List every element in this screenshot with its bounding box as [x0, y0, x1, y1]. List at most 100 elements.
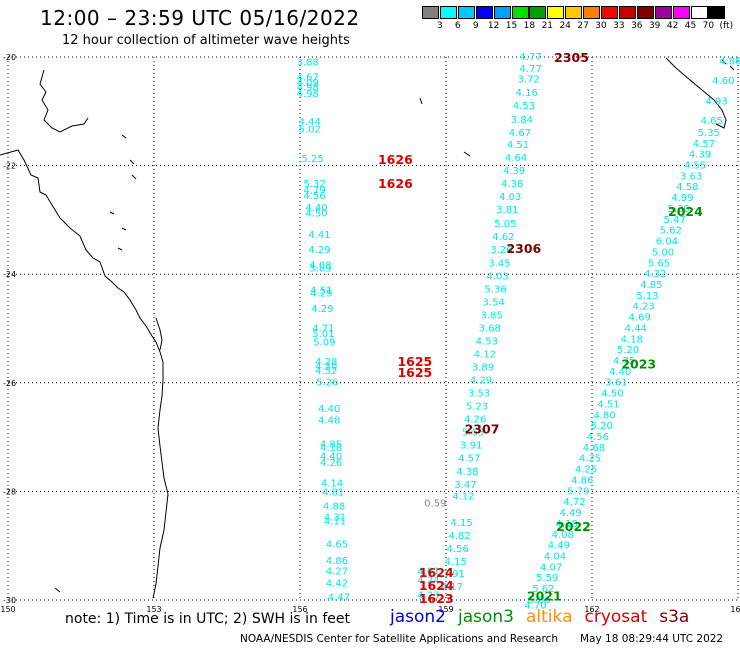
wave-height-value: 3.26 [490, 245, 512, 256]
latitude-tick-label: -22 [3, 162, 16, 171]
wave-height-value: 4.64 [505, 153, 527, 164]
wave-height-value: 4.38 [456, 467, 478, 478]
pass-id-label: 2307 [465, 421, 500, 436]
color-scale-label: 15 [505, 21, 518, 31]
wave-height-value: 3.89 [309, 264, 331, 275]
legend-cryosat: cryosat [584, 607, 648, 627]
wave-height-value: 4.40 [609, 367, 631, 378]
color-scale-swatch [529, 6, 547, 19]
australia-coastline [0, 149, 169, 599]
wave-height-value: 4.18 [320, 443, 342, 454]
wave-height-value: 4.31 [324, 512, 346, 523]
wave-height-value: 3.81 [496, 205, 518, 216]
color-scale-swatch [457, 6, 475, 19]
wave-height-value: 4.56 [587, 432, 609, 443]
wave-height-value: 4.08 [309, 260, 331, 271]
color-scale-swatch [690, 6, 708, 19]
map-title: 12:00 – 23:59 UTC 05/16/2022 [40, 6, 360, 30]
wave-height-value: 4.98 [297, 89, 319, 100]
wave-height-value: 5.59 [536, 573, 558, 584]
color-scale-label: 45 [684, 21, 697, 31]
coastline [0, 57, 735, 599]
wave-height-value: 4.65 [701, 116, 723, 127]
longitude-tick-label: 165 [730, 605, 740, 614]
wave-height-value: 5.00 [652, 247, 674, 258]
color-scale-swatch [618, 6, 636, 19]
legend-jason2: jason2 [390, 607, 446, 627]
wave-height-value: 4.28 [315, 357, 337, 368]
wave-height-value: 4.03 [486, 271, 508, 282]
wave-height-value: 5.62 [660, 226, 682, 237]
wave-height-value: 4.75 [613, 356, 635, 367]
pass-id-label: 1626 [378, 176, 413, 191]
reef-island-3 [131, 174, 137, 180]
wave-height-value: 3.84 [511, 115, 533, 126]
pass-id-label: 1624 [419, 565, 454, 580]
satellite-legend: jason2 jason3 altika cryosat s3a [390, 607, 701, 627]
wave-height-value: 4.86 [719, 56, 740, 67]
wave-height-value: 4.79 [303, 185, 325, 196]
reef-island-5 [121, 227, 127, 231]
color-scale-swatch [636, 6, 654, 19]
wave-height-value: 4.17 [441, 582, 463, 593]
wave-height-value: 4.56 [447, 544, 469, 555]
wave-height-value: 4.29 [470, 376, 492, 387]
pass-id-label: 1626 [378, 152, 413, 167]
wave-height-value: 4.09 [297, 78, 319, 89]
wave-height-value: 4.51 [597, 399, 619, 410]
wave-height-value: 5.13 [636, 291, 658, 302]
latitude-tick-label: -28 [3, 487, 16, 496]
wave-height-value: 4.57 [458, 454, 480, 465]
wave-height-value: 4.67 [509, 128, 531, 139]
wave-height-value: 4.38 [501, 179, 523, 190]
wave-height-value: 5.09 [313, 338, 335, 349]
latitude-tick-label: -26 [3, 379, 16, 388]
new-caledonia-coastline [665, 57, 727, 129]
color-scale-label: 9 [472, 21, 479, 31]
wave-height-value: 5.35 [698, 128, 720, 139]
wave-height-value: 3.53 [468, 389, 490, 400]
wave-height-value: 5.01 [312, 329, 334, 340]
color-scale-label: 27 [577, 21, 589, 31]
wave-height-value: 4.29 [308, 245, 330, 256]
map-subtitle: 12 hour collection of altimeter wave hei… [62, 33, 350, 48]
cape-york-coastline [39, 69, 89, 133]
wave-height-value: 4.49 [548, 541, 570, 552]
wave-height-value: 4.42 [326, 579, 348, 590]
wave-height-value: 5.53 [462, 428, 484, 439]
wave-height-value: 4.27 [326, 567, 348, 578]
wave-height-value: 4.72 [563, 497, 585, 508]
wave-height-value: 4.68 [583, 443, 605, 454]
color-scale-label: 6 [454, 21, 461, 31]
latitude-tick-label: -24 [3, 270, 16, 279]
wave-height-value: 4.50 [601, 389, 623, 400]
wave-height-value: 4.03 [499, 192, 521, 203]
wave-height-value: 4.01 [417, 567, 439, 578]
wave-height-value: 4.51 [310, 285, 332, 296]
pass-id-label: 2306 [506, 241, 541, 256]
wave-height-value: 4.86 [571, 475, 593, 486]
legend-jason3: jason3 [458, 607, 514, 627]
longitude-tick-label: 159 [438, 605, 453, 614]
pass-id-label: 2305 [554, 50, 589, 65]
wave-height-value: 5.05 [494, 219, 516, 230]
wave-height-value: 4.29 [311, 304, 333, 315]
longitude-tick-label: 162 [584, 605, 599, 614]
wave-height-value: 4.26 [320, 458, 342, 469]
color-scale-label: 12 [487, 21, 500, 31]
wave-height-value: 4.29 [310, 289, 332, 300]
reef-island-2 [129, 159, 135, 165]
axis-tick-labels: 150 153 156 159 162 165 -20 -22 -24 -26 -28 -30 [0, 53, 740, 614]
wave-height-value: 3.89 [472, 363, 494, 374]
latitude-tick-label: -20 [3, 53, 16, 62]
wave-height-value: 4.55 [684, 161, 706, 172]
wave-height-value: 4.25 [575, 465, 597, 476]
legend-s3a: s3a [659, 607, 690, 627]
wave-height-value: 5.20 [591, 421, 613, 432]
wave-height-value: 3.91 [460, 441, 482, 452]
note-text: note: 1) Time is in UTC; 2) SWH is in fe… [65, 611, 351, 627]
color-scale-swatch [422, 6, 439, 19]
wave-height-value: 4.26 [464, 415, 486, 426]
wave-height-value: 3.72 [518, 75, 540, 86]
